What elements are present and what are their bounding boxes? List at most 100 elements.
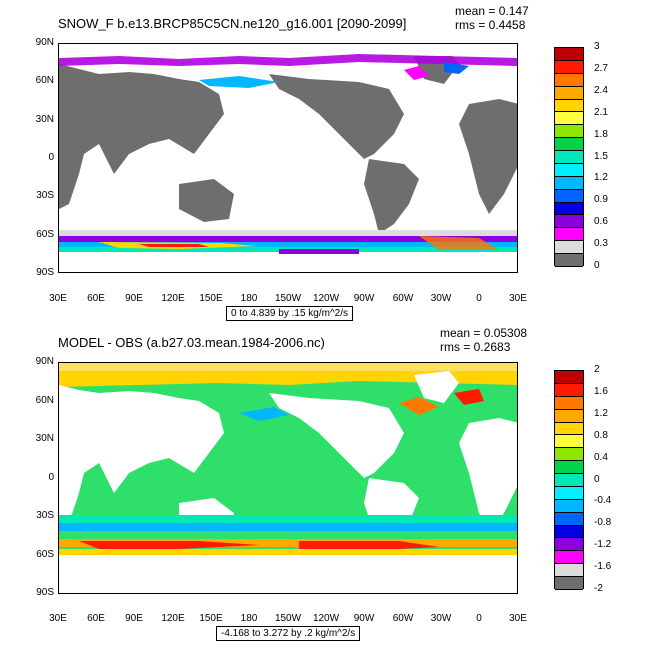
lon-label: 60W	[392, 613, 414, 624]
colorbar-swatch	[555, 254, 583, 267]
colorbar-swatch	[555, 202, 583, 216]
colorbar-label: 3	[594, 41, 600, 52]
colorbar-label: 1.2	[594, 172, 608, 184]
lon-label: 60E	[87, 293, 105, 304]
colorbar-swatch	[555, 228, 583, 242]
landmass-africa-west	[59, 423, 89, 528]
colorbar-swatch	[555, 189, 583, 203]
colorbar-swatch	[555, 48, 583, 61]
colorbar-label: 1.6	[594, 385, 608, 397]
colorbar	[554, 370, 584, 590]
contour-range-box: -4.168 to 3.272 by .2 kg/m^2/s	[216, 626, 361, 641]
colorbar-swatch	[555, 538, 583, 552]
lat-label: 60N	[35, 395, 54, 406]
colorbar-swatch	[555, 422, 583, 436]
rms-value: rms = 0.2683	[440, 340, 511, 354]
colorbar-swatch	[555, 435, 583, 449]
colorbar-swatch	[555, 461, 583, 474]
rms-value: rms = 0.4458	[455, 18, 526, 32]
panel-title: SNOW_F b.e13.BRCP85C5CN.ne120_g16.001 [2…	[58, 16, 407, 31]
panel-model-obs: MODEL - OBS (a.b27.03.mean.1984-2006.nc)…	[0, 323, 647, 647]
colorbar-swatch	[555, 499, 583, 513]
panel-title: MODEL - OBS (a.b27.03.mean.1984-2006.nc)	[58, 335, 325, 350]
landmass-north-america	[269, 74, 404, 159]
landmass-africa-west	[59, 104, 89, 209]
lon-label: 150W	[274, 293, 302, 304]
lon-label: 30E	[49, 293, 67, 304]
colorbar-swatch	[555, 99, 583, 113]
colorbar-swatch	[555, 409, 583, 423]
lon-label: 30W	[430, 293, 452, 304]
colorbar-label: -0.8	[594, 517, 612, 529]
lon-label: 90W	[353, 293, 375, 304]
colorbar-swatch	[555, 73, 583, 87]
colorbar-label: 2.1	[594, 106, 608, 118]
colorbar-swatch	[555, 564, 583, 577]
lon-label: 120W	[312, 613, 340, 624]
colorbar-label: 0.4	[594, 451, 608, 463]
lat-label: 30N	[35, 433, 54, 444]
colorbar-label: 2.7	[594, 62, 608, 74]
colorbar-swatch	[555, 163, 583, 177]
lon-label: 30E	[49, 613, 67, 624]
lon-label: 60E	[87, 613, 105, 624]
colorbar-swatch	[555, 577, 583, 590]
colorbar-swatch	[555, 215, 583, 229]
colorbar-swatch	[555, 512, 583, 526]
lon-label: 90W	[353, 613, 375, 624]
map-plot-snow-f	[58, 43, 518, 273]
colorbar-swatch	[555, 448, 583, 462]
lon-label: 150E	[199, 293, 223, 304]
colorbar-swatch	[555, 486, 583, 500]
lat-label: 60S	[36, 229, 54, 240]
colorbar-swatch	[555, 371, 583, 384]
colorbar-swatch	[555, 60, 583, 74]
colorbar-label: 1.5	[594, 150, 608, 162]
map-canvas	[59, 363, 517, 593]
landmass-africa	[459, 418, 517, 533]
lat-label: 90N	[35, 356, 54, 367]
lat-label: 30S	[36, 190, 54, 201]
lat-label: 30N	[35, 114, 54, 125]
colorbar-label: 2	[594, 364, 600, 375]
landmass-eurasia	[59, 54, 224, 194]
colorbar-swatch	[555, 138, 583, 151]
lon-label: 90E	[125, 613, 143, 624]
colorbar-swatch	[555, 112, 583, 126]
landmass-australia	[179, 179, 234, 222]
lon-label: 30W	[430, 613, 452, 624]
colorbar-label: -2	[594, 583, 603, 594]
panel-snow-f: SNOW_F b.e13.BRCP85C5CN.ne120_g16.001 [2…	[0, 0, 647, 323]
landmass-south-america	[364, 159, 419, 234]
lon-label: 150E	[199, 613, 223, 624]
colorbar-swatch	[555, 176, 583, 190]
lon-label: 150W	[274, 613, 302, 624]
colorbar-label: 1.2	[594, 407, 608, 419]
lon-label: 0	[476, 293, 482, 304]
landmass-north-america	[269, 393, 404, 478]
colorbar-label: 0.3	[594, 238, 608, 250]
mean-value: mean = 0.147	[455, 4, 529, 18]
map-plot-model-obs	[58, 362, 518, 594]
colorbar-swatch	[555, 396, 583, 410]
colorbar-swatch	[555, 551, 583, 565]
colorbar-swatch	[555, 241, 583, 254]
map-canvas	[59, 44, 517, 272]
lon-label: 120E	[161, 293, 185, 304]
landmass-eurasia	[59, 385, 224, 513]
lon-label: 30E	[509, 613, 527, 624]
colorbar-label: 0.8	[594, 429, 608, 441]
colorbar-label: 0	[594, 260, 600, 271]
landmass-greenland	[414, 371, 459, 403]
colorbar-label: -0.4	[594, 495, 612, 507]
lon-label: 180	[240, 613, 258, 624]
colorbar-label: 2.4	[594, 84, 608, 96]
contour-range-box: 0 to 4.839 by .15 kg/m^2/s	[226, 306, 353, 321]
colorbar-swatch	[555, 125, 583, 139]
lat-label: 90S	[36, 587, 54, 598]
lat-label: 0	[48, 472, 54, 483]
lat-label: 90S	[36, 267, 54, 278]
colorbar-label: 0.9	[594, 194, 608, 206]
lon-label: 120W	[312, 293, 340, 304]
colorbar-swatch	[555, 86, 583, 100]
